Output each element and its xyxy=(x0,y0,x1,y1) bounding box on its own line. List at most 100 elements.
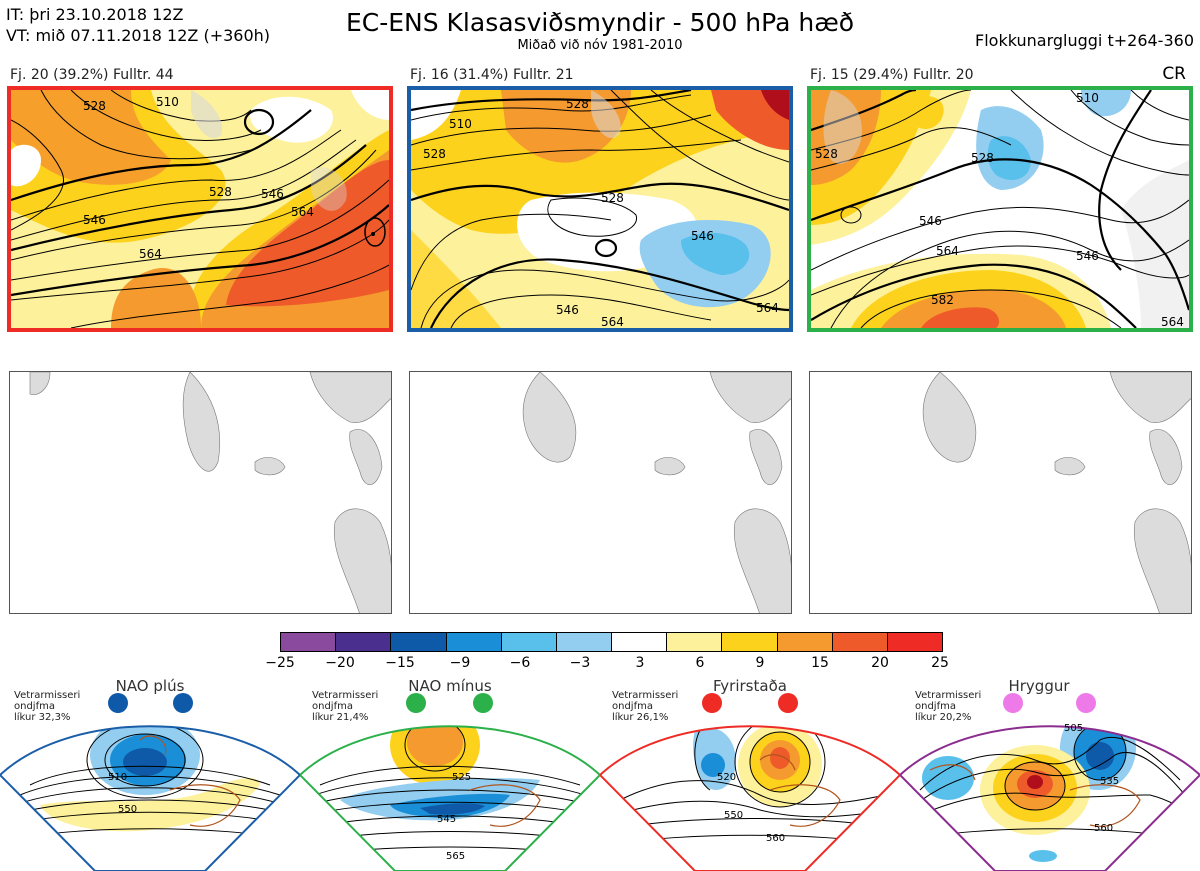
colorbar-tick: 9 xyxy=(755,655,765,671)
contour-label: 545 xyxy=(437,814,456,825)
colorbar-swatch xyxy=(832,633,888,651)
base-map-1 xyxy=(9,371,392,614)
regime-4-note: Vetrarmisseri ondjfma líkur 20,2% xyxy=(915,690,982,723)
page-subtitle: Miðað við nóv 1981-2010 xyxy=(517,38,683,53)
contour-label: 510 xyxy=(156,95,179,109)
regime-2-note: Vetrarmisseri ondjfma líkur 21,4% xyxy=(312,690,379,723)
cluster-2-anomaly-map: 510 528 528 528 546 546 564 564 xyxy=(411,90,789,328)
colorbar-tick: −9 xyxy=(449,655,471,671)
contour-label: 546 xyxy=(691,229,714,243)
contour-label: 546 xyxy=(1076,249,1099,263)
colorbar-swatch xyxy=(391,633,447,651)
contour-label: 528 xyxy=(971,151,994,165)
colorbar-tick: −6 xyxy=(509,655,531,671)
regime-2-name: NAO mínus xyxy=(408,677,492,695)
colorbar-swatch xyxy=(612,633,668,651)
base-map-3 xyxy=(809,371,1192,614)
contour-label: 528 xyxy=(209,185,232,199)
cluster-3-label: Fj. 15 (29.4%) Fulltr. 20 xyxy=(810,67,974,83)
contour-label: 546 xyxy=(261,187,284,201)
colorbar-tick: 25 xyxy=(931,655,949,671)
colorbar-tick: 3 xyxy=(635,655,645,671)
contour-label: 528 xyxy=(566,97,589,111)
colorbar xyxy=(280,632,943,652)
regime-2-dot-left xyxy=(406,693,426,713)
colorbar-tick: −20 xyxy=(325,655,355,671)
regime-4-map[interactable]: 505 535 560 xyxy=(900,700,1200,871)
contour-label: 528 xyxy=(601,191,624,205)
colorbar-tick: −15 xyxy=(385,655,415,671)
contour-label: 510 xyxy=(1076,91,1099,105)
coastline-map xyxy=(29,372,391,613)
regime-3-dot-right xyxy=(778,693,798,713)
contour-label: 565 xyxy=(446,851,465,862)
regime-2-map[interactable]: 525 545 565 xyxy=(300,700,600,871)
colorbar-tick: 6 xyxy=(695,655,705,671)
contour-label: 528 xyxy=(423,147,446,161)
page-title: EC-ENS Klasasviðsmyndir - 500 hPa hæð xyxy=(345,8,855,37)
regime-3-map[interactable]: 520 550 560 xyxy=(600,700,900,871)
cluster-3-anomaly-map: 510 528 528 546 564 546 582 564 xyxy=(811,90,1189,328)
cluster-1-map[interactable]: 528 510 528 546 564 546 564 xyxy=(7,86,393,332)
contour-label: 564 xyxy=(756,301,779,315)
cluster-1-anomaly-map: 528 510 528 546 564 546 564 xyxy=(11,90,389,328)
contour-label: 546 xyxy=(919,214,942,228)
regime-2-dot-right xyxy=(473,693,493,713)
valid-time: VT: mið 07.11.2018 12Z (+360h) xyxy=(6,26,271,45)
colorbar-swatch xyxy=(667,633,723,651)
contour-label: 520 xyxy=(717,772,736,783)
contour-label: 546 xyxy=(556,303,579,317)
contour-label: 535 xyxy=(1100,776,1119,787)
regime-3-dot-left xyxy=(702,693,722,713)
regime-4-name: Hryggur xyxy=(1008,677,1070,695)
cr-label: CR xyxy=(1162,64,1186,84)
cluster-2-label: Fj. 16 (31.4%) Fulltr. 21 xyxy=(410,67,574,83)
colorbar-tick: −3 xyxy=(569,655,591,671)
regime-4-dot-left xyxy=(1003,693,1023,713)
regime-4-dot-right xyxy=(1076,693,1096,713)
colorbar-tick: 20 xyxy=(871,655,889,671)
colorbar-swatch xyxy=(556,633,613,651)
regime-1-name: NAO plús xyxy=(115,677,185,695)
contour-label: 505 xyxy=(1064,723,1083,734)
contour-label: 528 xyxy=(815,147,838,161)
colorbar-swatch xyxy=(501,633,557,651)
colorbar-tick: 15 xyxy=(811,655,829,671)
coastline-map xyxy=(922,372,1191,613)
regime-1-note: Vetrarmisseri ondjfma líkur 32,3% xyxy=(14,690,81,723)
contour-label: 564 xyxy=(936,244,959,258)
colorbar-swatch xyxy=(777,633,833,651)
regime-1-dot-right xyxy=(173,693,193,713)
coastline-map xyxy=(522,372,791,613)
cluster-1-label: Fj. 20 (39.2%) Fulltr. 44 xyxy=(10,67,174,83)
base-map-2 xyxy=(409,371,792,614)
header-info: IT: þri 23.10.2018 12Z VT: mið 07.11.201… xyxy=(6,4,270,46)
contour-label: 560 xyxy=(1094,823,1113,834)
contour-label: 546 xyxy=(83,213,106,227)
regime-1-map[interactable]: 510 550 xyxy=(0,700,300,871)
contour-label: 550 xyxy=(118,804,137,815)
contour-label: 528 xyxy=(83,99,106,113)
contour-label: 510 xyxy=(108,772,127,783)
colorbar-swatch xyxy=(281,633,337,651)
colorbar-swatch xyxy=(722,633,778,651)
regime-3-note: Vetrarmisseri ondjfma líkur 26,1% xyxy=(612,690,679,723)
colorbar-swatch xyxy=(336,633,392,651)
cluster-3-map[interactable]: 510 528 528 546 564 546 582 564 xyxy=(807,86,1193,332)
contour-label: 560 xyxy=(766,833,785,844)
initial-time: IT: þri 23.10.2018 12Z xyxy=(6,5,184,24)
cluster-2-map[interactable]: 510 528 528 528 546 546 564 564 xyxy=(407,86,793,332)
regime-3-name: Fyrirstaða xyxy=(713,677,787,695)
contour-label: 564 xyxy=(1161,315,1184,328)
colorbar-tick: −25 xyxy=(265,655,295,671)
contour-label: 564 xyxy=(139,247,162,261)
contour-label: 525 xyxy=(452,772,471,783)
contour-label: 510 xyxy=(449,117,472,131)
regime-1-dot-left xyxy=(108,693,128,713)
contour-label: 582 xyxy=(931,293,954,307)
contour-label: 550 xyxy=(724,810,743,821)
colorbar-swatch xyxy=(446,633,502,651)
colorbar-swatch xyxy=(887,633,943,651)
contour-label: 564 xyxy=(601,315,624,328)
classification-window: Flokkunargluggi t+264-360 xyxy=(975,31,1194,50)
